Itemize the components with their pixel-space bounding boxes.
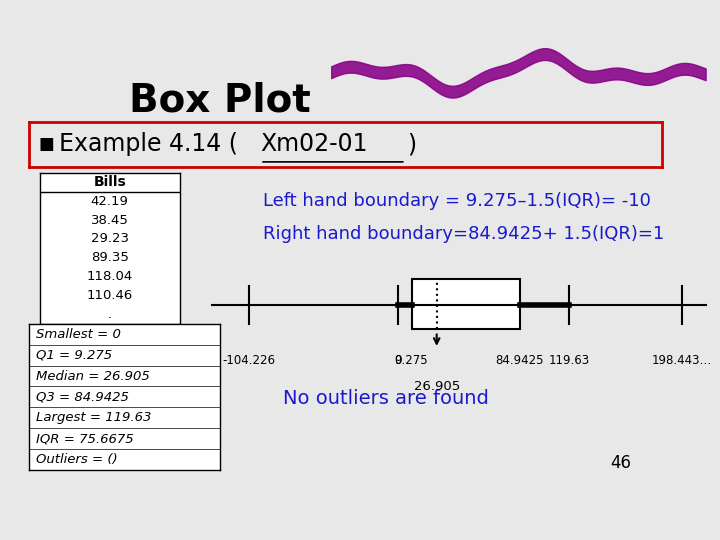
Text: Bills: Bills <box>94 176 126 190</box>
Text: Example 4.14 (: Example 4.14 ( <box>59 132 238 157</box>
Bar <box>412 279 520 329</box>
Text: Outliers = (): Outliers = () <box>37 453 118 466</box>
Text: 118.04: 118.04 <box>86 270 133 284</box>
Text: 26.905: 26.905 <box>413 380 460 393</box>
Text: Q1 = 9.275: Q1 = 9.275 <box>37 349 112 362</box>
Text: -104.226: -104.226 <box>222 354 276 367</box>
Text: Median = 26.905: Median = 26.905 <box>37 369 150 382</box>
Text: 119.63: 119.63 <box>549 354 590 367</box>
Text: 9.275: 9.275 <box>395 354 428 367</box>
Text: 42.19: 42.19 <box>91 194 129 208</box>
Text: ): ) <box>407 132 416 157</box>
Text: 29.23: 29.23 <box>91 232 129 246</box>
Text: Box Plot: Box Plot <box>129 82 311 119</box>
Text: 38.45: 38.45 <box>91 213 129 227</box>
Text: Q3 = 84.9425: Q3 = 84.9425 <box>37 390 130 403</box>
Text: 0: 0 <box>395 354 402 367</box>
Text: Xm02-01: Xm02-01 <box>260 132 368 157</box>
Text: ■: ■ <box>38 136 54 153</box>
Text: Left hand boundary = 9.275–1.5(IQR)= -10: Left hand boundary = 9.275–1.5(IQR)= -10 <box>263 192 651 210</box>
Text: IQR = 75.6675: IQR = 75.6675 <box>37 432 134 445</box>
Text: Largest = 119.63: Largest = 119.63 <box>37 411 152 424</box>
Text: 89.35: 89.35 <box>91 251 129 265</box>
Text: 84.9425: 84.9425 <box>495 354 544 367</box>
Text: Smallest = 0: Smallest = 0 <box>37 328 121 341</box>
Text: Right hand boundary=84.9425+ 1.5(IQR)=1: Right hand boundary=84.9425+ 1.5(IQR)=1 <box>263 225 665 243</box>
Text: .: . <box>108 308 112 321</box>
Text: 46: 46 <box>611 454 631 472</box>
Text: 110.46: 110.46 <box>86 289 133 302</box>
Text: 198.443…: 198.443… <box>652 354 712 367</box>
Text: No outliers are found: No outliers are found <box>283 389 489 408</box>
